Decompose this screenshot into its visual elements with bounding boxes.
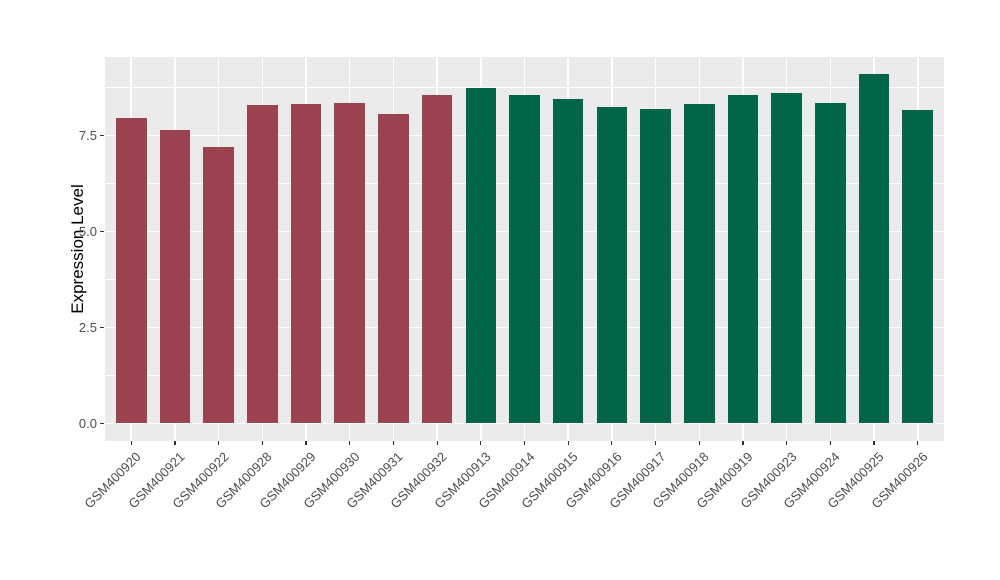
- x-tick-mark: [305, 441, 307, 445]
- bar-GSM400919: [727, 95, 759, 424]
- y-tick-label: 7.5: [78, 127, 97, 143]
- y-tick-mark: [100, 422, 104, 424]
- bar-GSM400924: [815, 103, 846, 424]
- bar-GSM400932: [421, 95, 453, 424]
- y-tick-mark: [100, 134, 104, 136]
- x-tick-mark: [218, 441, 220, 445]
- x-tick-mark: [480, 441, 482, 445]
- x-tick-mark: [261, 441, 263, 445]
- bar-GSM400918: [683, 103, 715, 424]
- bar-GSM400916: [596, 106, 628, 424]
- x-tick-mark: [786, 441, 788, 445]
- y-axis-title: Expression Level: [68, 184, 87, 314]
- x-tick-mark: [436, 441, 438, 445]
- bar-GSM400917: [640, 109, 671, 424]
- x-tick-mark: [130, 441, 132, 445]
- x-tick-mark: [742, 441, 744, 445]
- bar-GSM400926: [902, 109, 934, 424]
- x-tick-mark: [873, 441, 875, 445]
- x-tick-mark: [392, 441, 394, 445]
- x-tick-mark: [829, 441, 831, 445]
- bar-GSM400920: [115, 118, 147, 424]
- x-tick-mark: [917, 441, 919, 445]
- x-tick-mark: [698, 441, 700, 445]
- plot-panel: [105, 57, 944, 441]
- x-tick-mark: [611, 441, 613, 445]
- bar-GSM400915: [552, 99, 584, 424]
- bar-GSM400922: [203, 146, 234, 424]
- bar-GSM400925: [858, 73, 890, 424]
- x-tick-mark: [174, 441, 176, 445]
- bar-GSM400923: [771, 93, 802, 424]
- x-tick-mark: [654, 441, 657, 445]
- y-tick-mark: [100, 326, 104, 328]
- y-tick-label: 0.0: [78, 415, 97, 431]
- bar-GSM400928: [247, 104, 278, 424]
- bar-GSM400930: [334, 102, 365, 424]
- y-tick-label: 2.5: [78, 319, 97, 335]
- bar-GSM400913: [465, 88, 497, 424]
- bar-GSM400914: [509, 94, 540, 424]
- y-tick-label: 5.0: [78, 223, 97, 239]
- x-tick-mark: [349, 441, 351, 445]
- bar-GSM400931: [378, 113, 409, 424]
- bar-GSM400929: [290, 103, 322, 424]
- x-tick-mark: [523, 441, 526, 445]
- y-tick-mark: [100, 230, 104, 232]
- bar-GSM400921: [159, 130, 191, 424]
- x-tick-mark: [567, 441, 569, 445]
